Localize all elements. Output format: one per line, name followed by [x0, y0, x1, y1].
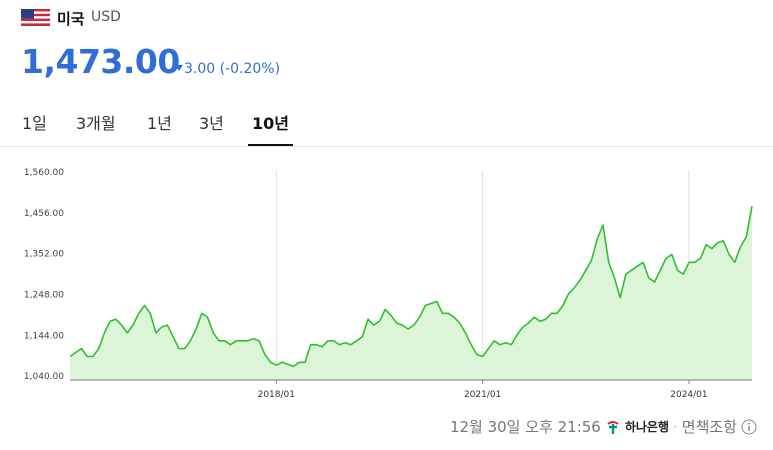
x-tick-label: 2024/01: [670, 390, 707, 400]
bank-logo: [607, 420, 619, 434]
us-flag: [21, 9, 50, 26]
bank-name: 하나은행: [624, 420, 670, 434]
tab[interactable]: 1년: [147, 114, 172, 133]
line: [69, 206, 753, 368]
area: [70, 206, 752, 380]
currency-code: USD: [91, 9, 121, 25]
divider: [0, 146, 773, 147]
y-tick-label: 1,560.00: [24, 168, 64, 178]
change-amount: 3.00: [184, 61, 216, 77]
y-tick-label: 1,456.00: [24, 209, 64, 219]
x-tick-label: 2018/01: [258, 390, 295, 400]
tab[interactable]: 3개월: [76, 114, 116, 133]
tab[interactable]: 1일: [22, 114, 47, 133]
footer: 12월 30일 오후 21:56 하나은행 · 면책조항: [450, 416, 757, 437]
timestamp: 12월 30일 오후 21:56: [449, 418, 601, 436]
y-tick-label: 1,248.00: [24, 290, 64, 300]
info-icon[interactable]: [741, 419, 757, 435]
change: 3.00 (-0.20%): [175, 61, 280, 77]
chart: 2018/01 2021/01 2024/01 1,040.00 1,144.00 1,2…: [24, 168, 753, 400]
tab[interactable]: 3년: [199, 114, 224, 133]
y-tick-label: 1,352.00: [24, 250, 64, 260]
tab[interactable]: 10년: [252, 114, 289, 133]
y-tick-label: 1,040.00: [24, 372, 64, 382]
disclaimer[interactable]: 면책조항: [681, 418, 737, 436]
selected-underline: [248, 144, 293, 146]
country: 미국: [57, 10, 85, 28]
down-arrow: [175, 65, 183, 71]
x-tick-label: 2021/01: [464, 390, 501, 400]
separator: ·: [673, 417, 678, 436]
price: 1,473.00: [21, 42, 180, 81]
y-tick-label: 1,144.00: [24, 331, 64, 341]
change-percent: (-0.20%): [219, 61, 281, 77]
